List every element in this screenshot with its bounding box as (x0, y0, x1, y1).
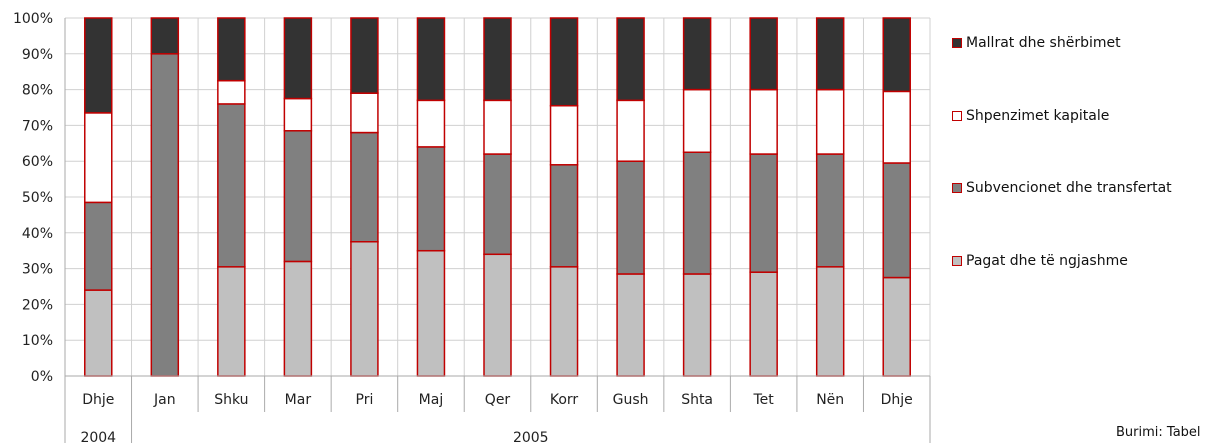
bar-segment (483, 253, 512, 377)
bar-segment (416, 17, 446, 102)
bar-segment (549, 266, 579, 377)
x-category-label: Tet (753, 392, 775, 408)
bar-segment (350, 17, 379, 94)
y-tick-label: 80% (22, 83, 53, 99)
y-tick-label: 70% (22, 118, 53, 134)
bar-segment (815, 17, 845, 91)
source-note: Burimi: Tabel (1116, 425, 1201, 440)
bar-segment (350, 131, 379, 243)
bar-segment (283, 130, 313, 263)
bar-segment (749, 153, 778, 273)
legend-swatch (952, 256, 962, 266)
bar-segment (84, 289, 113, 377)
bar-segment (350, 92, 379, 134)
legend-label: Mallrat dhe shërbimet (966, 35, 1121, 51)
bar-segment (84, 112, 113, 204)
bar-segment (549, 104, 579, 166)
y-tick-label: 100% (13, 11, 53, 27)
x-category-label: Dhje (82, 392, 114, 408)
bar-segment (217, 79, 246, 105)
bar-segment (682, 151, 712, 275)
bar-segment (682, 88, 712, 153)
x-category-label: Dhje (881, 392, 913, 408)
y-tick-label: 20% (22, 297, 53, 313)
bar-segment (283, 260, 313, 377)
bar-segment (283, 17, 313, 100)
x-category-label: Maj (419, 392, 444, 408)
x-category-label: Shta (681, 392, 713, 408)
bar-segment (84, 17, 113, 114)
bar-segment (882, 17, 911, 93)
bar-segment (882, 90, 911, 164)
bar-segment (749, 271, 778, 377)
bar-segment (616, 160, 645, 275)
bar-segment (416, 99, 446, 148)
axis-layer: 0% 10% 20% 30% 40% 50% 60% 70% 80% 90% 100% Dhje Jan… (13, 11, 931, 443)
legend-swatch (952, 183, 962, 193)
bar-segment (749, 88, 778, 155)
bar-segment (217, 103, 246, 268)
x-category-label: Qer (485, 392, 511, 408)
y-tick-label: 50% (22, 190, 53, 206)
bars-layer (84, 17, 911, 377)
legend-label: Shpenzimet kapitale (966, 108, 1110, 124)
x-year-label: 2005 (513, 430, 549, 443)
x-category-label: Nën (816, 392, 844, 408)
y-tick-label: 10% (22, 333, 53, 349)
bar-segment (815, 153, 845, 268)
bar-segment (549, 164, 579, 268)
x-category-label: Mar (285, 392, 312, 408)
x-category-label: Korr (550, 392, 579, 408)
bar-segment (549, 17, 579, 107)
legend-item: Pagat dhe të ngjashme (952, 253, 1128, 269)
legend-swatch (952, 38, 962, 48)
bar-segment (882, 162, 911, 279)
bar-segment (483, 99, 512, 155)
legend-item: Subvencionet dhe transfertat (952, 180, 1172, 196)
bar-segment (150, 17, 180, 55)
x-category-label: Shku (214, 392, 248, 408)
stacked-bar-chart: 0% 10% 20% 30% 40% 50% 60% 70% 80% 90% 100% Dhje Jan… (13, 11, 931, 443)
legend: Mallrat dhe shërbimet Shpenzimet kapitale… (952, 0, 1214, 443)
bar-segment (882, 276, 911, 377)
bar-segment (416, 249, 446, 377)
bar-segment (616, 99, 645, 162)
bar-segment (749, 17, 778, 91)
legend-swatch (952, 111, 962, 121)
bar-segment (815, 88, 845, 155)
y-tick-label: 30% (22, 262, 53, 278)
x-category-label: Gush (613, 392, 649, 408)
bar-segment (616, 273, 645, 377)
bar-segment (483, 153, 512, 256)
y-tick-label: 90% (22, 47, 53, 63)
bar-segment (483, 17, 512, 102)
bar-segment (616, 17, 645, 102)
y-tick-label: 40% (22, 226, 53, 242)
bar-segment (217, 17, 246, 82)
bar-segment (682, 273, 712, 377)
legend-label: Subvencionet dhe transfertat (966, 180, 1172, 196)
y-tick-label: 60% (22, 154, 53, 170)
x-category-label: Pri (356, 392, 374, 408)
legend-item: Mallrat dhe shërbimet (952, 35, 1121, 51)
y-tick-label: 0% (31, 369, 53, 385)
legend-label: Pagat dhe të ngjashme (966, 253, 1128, 269)
bar-segment (150, 53, 180, 377)
bar-segment (84, 201, 113, 291)
bar-segment (682, 17, 712, 91)
bar-segment (217, 266, 246, 377)
legend-item: Shpenzimet kapitale (952, 108, 1109, 124)
x-category-label: Jan (153, 392, 176, 408)
bar-segment (350, 241, 379, 377)
bar-segment (815, 266, 845, 377)
x-year-label: 2004 (80, 430, 116, 443)
bar-segment (283, 97, 313, 132)
bar-segment (416, 146, 446, 252)
